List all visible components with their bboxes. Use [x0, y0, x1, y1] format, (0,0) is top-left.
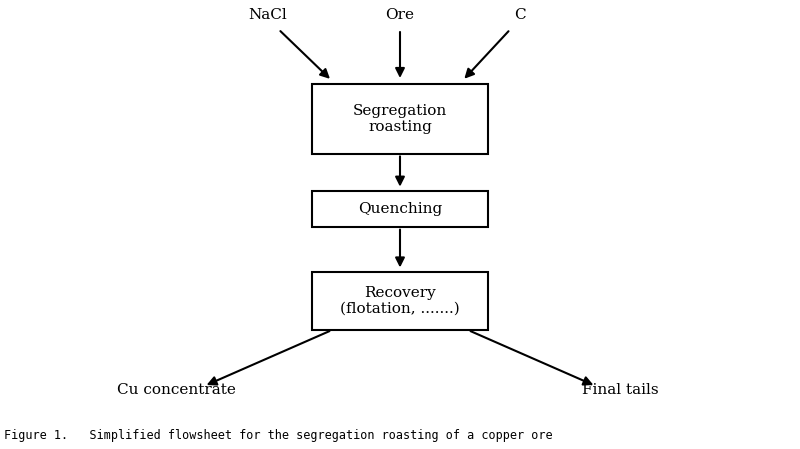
- Bar: [312, 272, 488, 330]
- Text: NaCl: NaCl: [249, 9, 287, 22]
- Text: C: C: [514, 9, 526, 22]
- Text: Ore: Ore: [386, 9, 414, 22]
- Text: Quenching: Quenching: [358, 202, 442, 216]
- Text: Recovery
(flotation, .......): Recovery (flotation, .......): [340, 286, 460, 316]
- Text: Final tails: Final tails: [582, 383, 658, 397]
- Bar: [312, 191, 488, 227]
- Text: Cu concentrate: Cu concentrate: [117, 383, 235, 397]
- Text: Figure 1.   Simplified flowsheet for the segregation roasting of a copper ore: Figure 1. Simplified flowsheet for the s…: [4, 429, 553, 442]
- Bar: [312, 84, 488, 154]
- Text: Segregation
roasting: Segregation roasting: [353, 104, 447, 134]
